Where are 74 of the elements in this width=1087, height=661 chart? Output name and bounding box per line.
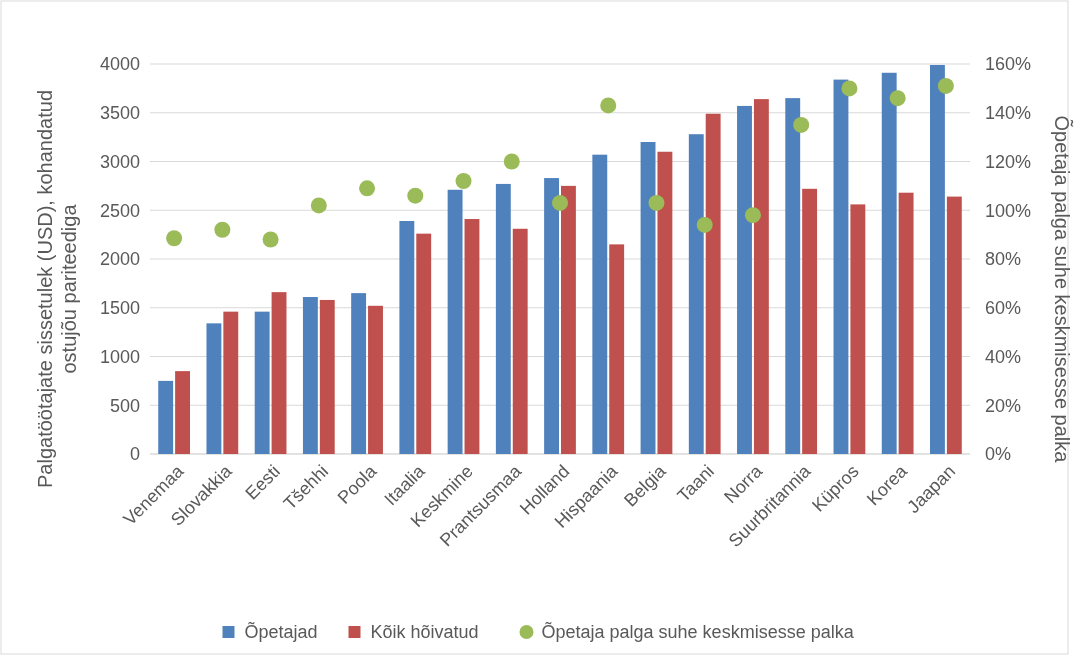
- legend-label: Kõik hõivatud: [370, 622, 479, 643]
- y-tick-label: 3500: [99, 103, 140, 124]
- point: [600, 97, 617, 114]
- point: [793, 116, 810, 133]
- bar: [512, 228, 528, 454]
- legend-label: Õpetaja palga suhe keskmisesse palka: [541, 621, 855, 643]
- y2-tick-label: 40%: [985, 346, 1022, 367]
- bar: [657, 151, 673, 454]
- y-tick-label: 2000: [99, 249, 140, 270]
- point: [937, 77, 954, 94]
- point: [262, 231, 279, 248]
- point: [696, 216, 713, 233]
- y-tick-label: 0: [129, 444, 140, 465]
- y2-axis-title: Õpetaja palga suhe keskmisesse palka: [1051, 115, 1074, 464]
- y2-tick-label: 160%: [985, 54, 1032, 75]
- bar: [319, 299, 335, 454]
- y-tick-label: 1500: [99, 298, 140, 319]
- bar: [850, 204, 866, 454]
- point: [359, 180, 376, 197]
- y2-tick-label: 20%: [985, 395, 1022, 416]
- bar: [705, 113, 721, 454]
- bar: [753, 99, 769, 454]
- bar: [640, 142, 656, 454]
- y2-tick-label: 120%: [985, 151, 1032, 172]
- bar: [351, 293, 367, 454]
- y-tick-label: 3000: [99, 151, 140, 172]
- bar: [271, 292, 287, 454]
- bar: [833, 79, 849, 454]
- y-tick-label: 4000: [99, 54, 140, 75]
- y-tick-label: 500: [109, 395, 140, 416]
- bar: [175, 371, 190, 454]
- y2-tick-label: 100%: [985, 200, 1032, 221]
- point: [166, 230, 183, 247]
- y-axis-title: Palgatöötajate sissetulek (USD), kohandatud ostujõu pariteediga: [34, 89, 80, 489]
- point: [310, 197, 327, 214]
- bar: [898, 192, 914, 454]
- point: [503, 153, 520, 170]
- point: [455, 173, 472, 189]
- bar: [223, 311, 239, 454]
- point: [407, 187, 424, 204]
- bar: [447, 189, 463, 454]
- y-tick-label: 2500: [99, 200, 140, 221]
- point: [648, 194, 665, 211]
- point: [214, 221, 231, 238]
- y2-tick-label: 140%: [985, 103, 1032, 124]
- bar: [785, 98, 801, 454]
- bar: [302, 297, 318, 454]
- bar: [368, 305, 383, 454]
- bar: [158, 380, 174, 454]
- bar: [561, 185, 576, 454]
- bar: [881, 72, 897, 454]
- legend-label: Õpetajad: [244, 621, 318, 643]
- y2-tick-label: 60%: [985, 298, 1022, 319]
- bar: [206, 323, 222, 454]
- bar: [254, 311, 270, 454]
- bar: [399, 220, 415, 454]
- bar: [802, 188, 818, 454]
- bar: [609, 244, 625, 454]
- bar: [464, 219, 480, 454]
- y-tick-label: 1000: [99, 346, 140, 367]
- bar: [688, 134, 704, 454]
- point: [552, 194, 568, 211]
- point: [841, 80, 858, 97]
- point: [889, 90, 906, 107]
- y2-tick-label: 0%: [985, 444, 1012, 465]
- bar: [495, 183, 511, 454]
- bar: [544, 178, 559, 454]
- bar: [416, 233, 432, 454]
- y2-tick-label: 80%: [985, 249, 1022, 270]
- bar: [737, 105, 752, 454]
- bar: [930, 64, 945, 454]
- bar: [946, 196, 962, 454]
- point: [744, 207, 761, 224]
- bar: [592, 154, 608, 454]
